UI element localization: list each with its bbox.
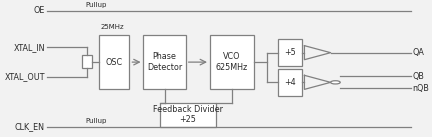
- Text: CLK_EN: CLK_EN: [15, 122, 45, 131]
- FancyBboxPatch shape: [159, 103, 216, 127]
- Text: +4: +4: [285, 78, 296, 87]
- Text: nQB: nQB: [412, 84, 429, 93]
- Text: +5: +5: [285, 48, 296, 57]
- Text: Pullup: Pullup: [85, 118, 107, 124]
- Text: Phase
Detector: Phase Detector: [147, 52, 182, 72]
- Text: VCO
625MHz: VCO 625MHz: [216, 52, 248, 72]
- FancyBboxPatch shape: [83, 55, 92, 68]
- FancyBboxPatch shape: [99, 35, 130, 89]
- Text: XTAL_OUT: XTAL_OUT: [4, 72, 45, 82]
- Text: Pullup: Pullup: [85, 2, 107, 8]
- Text: Feedback Divider
+25: Feedback Divider +25: [153, 105, 223, 124]
- FancyBboxPatch shape: [143, 35, 186, 89]
- Text: QA: QA: [412, 48, 424, 57]
- Text: 25MHz: 25MHz: [100, 24, 124, 30]
- FancyBboxPatch shape: [278, 69, 302, 96]
- Text: XTAL_IN: XTAL_IN: [13, 43, 45, 52]
- FancyBboxPatch shape: [210, 35, 254, 89]
- Text: OSC: OSC: [106, 58, 123, 67]
- Circle shape: [330, 81, 340, 84]
- Text: OE: OE: [34, 6, 45, 15]
- FancyBboxPatch shape: [278, 39, 302, 66]
- Text: QB: QB: [412, 72, 424, 81]
